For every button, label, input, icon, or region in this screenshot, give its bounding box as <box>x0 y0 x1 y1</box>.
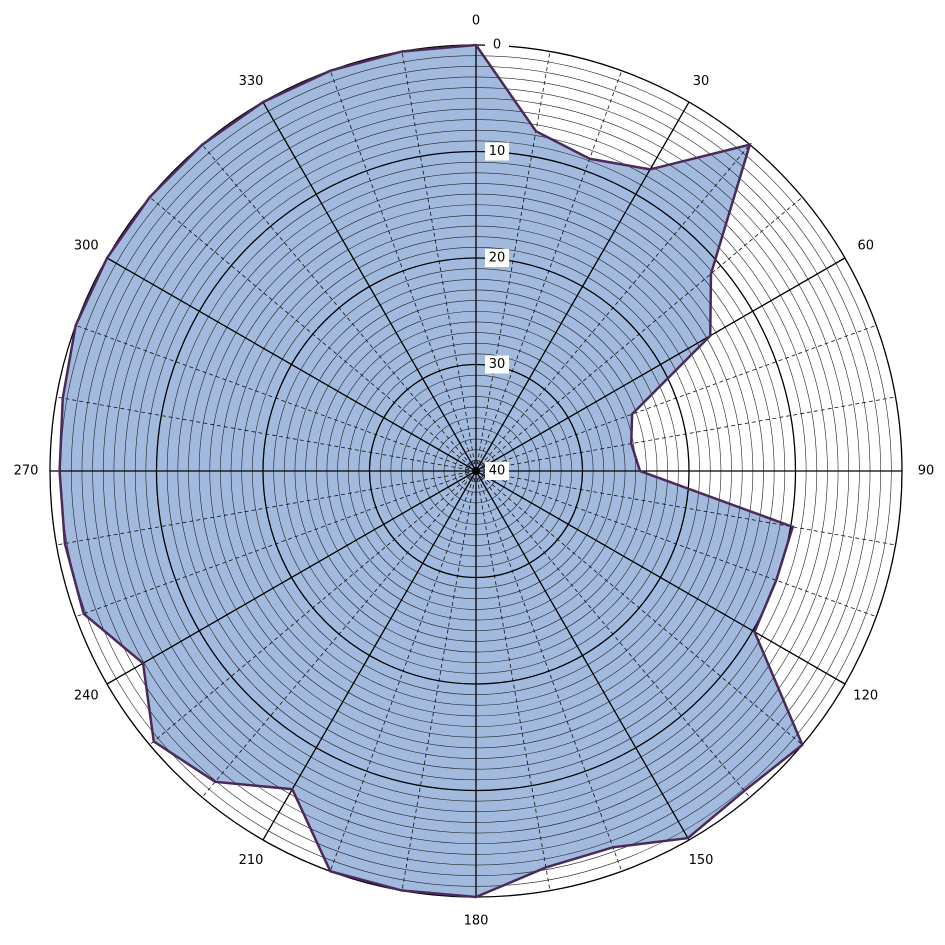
radial-tick-label: 0 <box>493 38 501 53</box>
angle-tick-label: 210 <box>239 853 264 868</box>
angle-tick-label: 240 <box>74 689 99 704</box>
angle-axis <box>475 470 846 685</box>
angle-tick-label: 300 <box>74 239 99 254</box>
angle-tick-label: 90 <box>918 464 935 479</box>
angle-tick-label: 180 <box>464 914 489 929</box>
angle-tick-label: 150 <box>689 853 714 868</box>
angle-tick-label: 60 <box>857 239 874 254</box>
angle-tick-label: 270 <box>14 464 39 479</box>
angle-tick-label: 0 <box>472 14 480 29</box>
angle-axis <box>262 101 477 472</box>
radial-tick-label: 40 <box>489 464 506 479</box>
angle-axis <box>106 257 477 472</box>
radial-label-bg <box>485 142 509 161</box>
radial-label-bg <box>485 462 509 480</box>
angle-axis <box>475 101 690 472</box>
radial-tick-label: 20 <box>489 251 506 266</box>
angle-axis <box>475 257 846 472</box>
angle-tick-label: 30 <box>693 74 710 89</box>
radial-tick-label: 30 <box>489 357 506 372</box>
radial-tick-label: 10 <box>489 144 506 159</box>
angle-axis <box>262 470 477 841</box>
angle-axis <box>106 470 477 685</box>
angle-axis <box>475 470 690 841</box>
data-outline <box>58 43 804 899</box>
radial-label-bg <box>485 249 509 267</box>
radial-label-bg <box>485 355 509 374</box>
radial-label-bg <box>485 36 509 54</box>
angle-tick-label: 330 <box>239 74 264 89</box>
angle-tick-label: 120 <box>853 689 878 704</box>
